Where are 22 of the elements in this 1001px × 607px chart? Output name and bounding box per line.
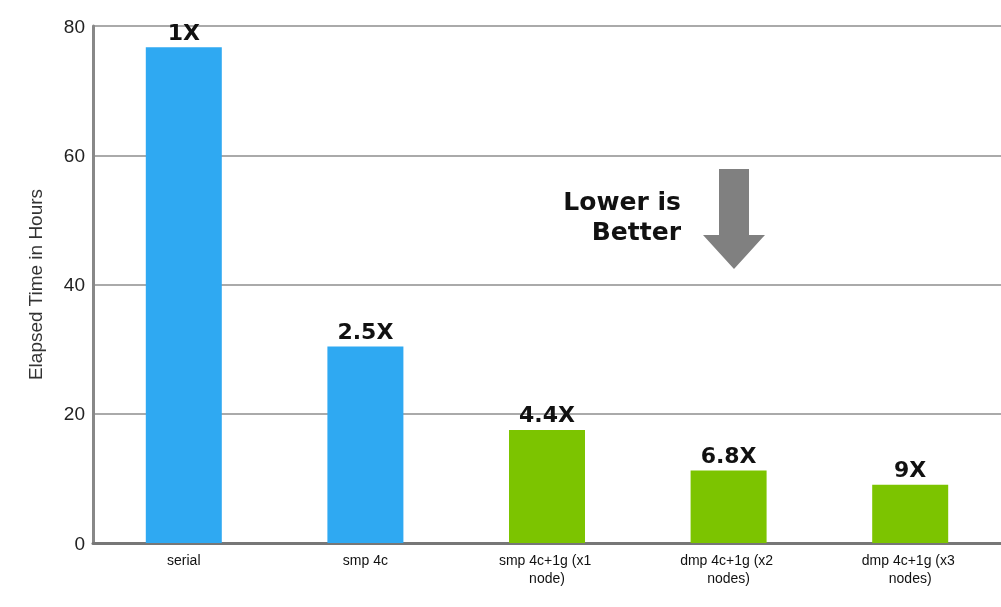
y-axis-title: Elapsed Time in Hours <box>25 188 46 381</box>
annotation: 6.8X <box>700 443 757 469</box>
y-tick-label: 20 <box>63 403 85 425</box>
x-tick-label: dmp 4c+1g (x3 nodes) <box>861 552 959 586</box>
x-tick-label: smp 4c <box>342 552 388 568</box>
annotation: Lower is Better <box>563 186 682 246</box>
bar <box>145 47 222 543</box>
y-tick-label: 40 <box>63 274 85 295</box>
bar <box>872 484 949 543</box>
bar <box>327 346 404 543</box>
x-tick-label: smp 4c+1g (x1 node) <box>498 552 596 586</box>
x-tick-label: serial <box>167 552 201 568</box>
y-tick-label: 0 <box>74 532 85 554</box>
y-tick-label: 60 <box>63 144 85 166</box>
annotation: 9X <box>894 457 927 483</box>
annotation: 4.4X <box>519 402 575 428</box>
y-tick-label: 80 <box>63 15 85 37</box>
x-tick-label: dmp 4c+1g (x2 nodes) <box>680 552 778 586</box>
bar <box>509 429 585 543</box>
annotation: 2.5X <box>337 319 394 345</box>
annotation: 1X <box>167 19 200 45</box>
bar <box>690 470 767 543</box>
